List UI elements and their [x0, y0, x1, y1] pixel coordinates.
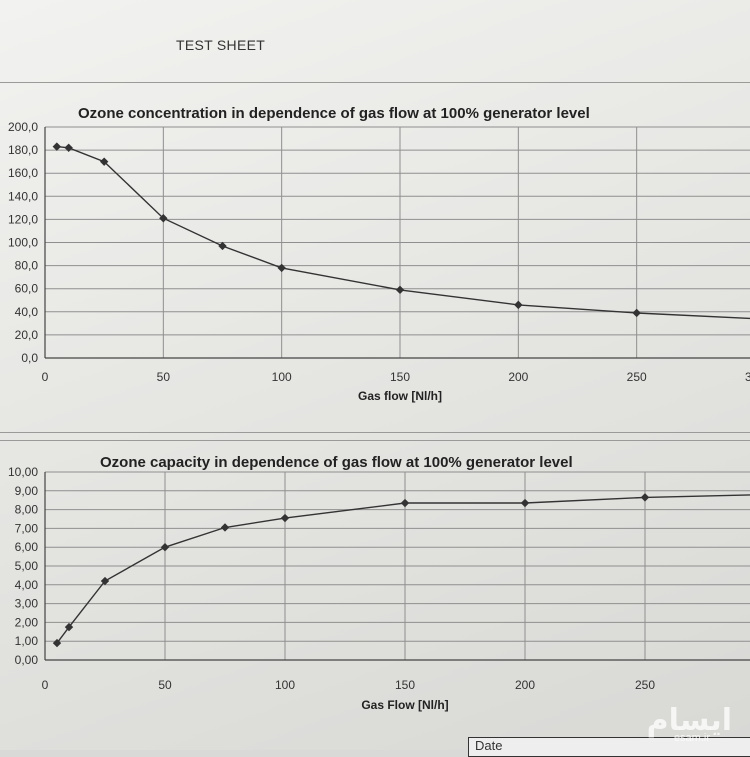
- concentration-x-tick-label: 150: [390, 370, 410, 384]
- concentration-data-point: [52, 142, 62, 151]
- concentration-y-tick-label: 0,0: [21, 351, 38, 365]
- concentration-series-line: [56, 145, 750, 320]
- concentration-y-tick-label: 40,0: [15, 305, 39, 319]
- concentration-y-tick-label: 160,0: [8, 166, 38, 180]
- capacity-x-tick-label: 100: [275, 678, 295, 692]
- concentration-y-tick-label: 80,0: [15, 259, 39, 273]
- capacity-series-line: [56, 494, 750, 644]
- capacity-y-tick-label: 6,00: [15, 540, 39, 554]
- capacity-x-tick-label: 200: [515, 678, 535, 692]
- capacity-y-tick-label: 5,00: [15, 559, 39, 573]
- capacity-data-point: [640, 493, 650, 502]
- capacity-y-tick-label: 3,00: [15, 597, 39, 611]
- capacity-y-tick-label: 7,00: [15, 521, 39, 535]
- concentration-data-point: [514, 300, 523, 310]
- capacity-data-point: [64, 622, 74, 632]
- concentration-x-tick-label: 0: [42, 370, 49, 384]
- concentration-y-tick-label: 180,0: [8, 143, 38, 157]
- capacity-y-tick-label: 4,00: [15, 578, 39, 592]
- concentration-y-tick-label: 140,0: [8, 189, 38, 203]
- concentration-x-tick-label: 100: [272, 370, 292, 384]
- divider-middle: [0, 432, 750, 433]
- concentration-x-tick-label: 200: [508, 370, 528, 384]
- capacity-x-tick-label: 150: [395, 678, 415, 692]
- capacity-data-point: [280, 513, 290, 523]
- capacity-y-tick-label: 8,00: [15, 503, 39, 517]
- capacity-y-tick-label: 2,00: [15, 615, 39, 629]
- watermark-url: esam.ir: [673, 732, 710, 744]
- concentration-x-tick-label: 50: [157, 370, 171, 384]
- concentration-data-point: [159, 214, 168, 223]
- concentration-x-tick-label: 300: [745, 370, 750, 384]
- concentration-x-axis-label: Gas flow [Nl/h]: [358, 389, 442, 403]
- concentration-data-point: [277, 263, 286, 273]
- capacity-data-point: [220, 523, 230, 532]
- capacity-x-tick-label: 250: [635, 678, 655, 692]
- date-label: Date: [475, 738, 503, 753]
- concentration-data-point: [218, 241, 227, 251]
- capacity-data-point: [100, 576, 110, 586]
- capacity-x-tick-label: 0: [42, 678, 49, 692]
- divider-middle-2: [0, 440, 750, 441]
- capacity-data-point: [160, 543, 170, 552]
- concentration-y-tick-label: 120,0: [8, 212, 38, 226]
- capacity-data-point: [52, 638, 62, 648]
- divider-top: [0, 82, 750, 83]
- capacity-data-point: [400, 498, 410, 508]
- concentration-chart-title: Ozone concentration in dependence of gas…: [78, 105, 590, 122]
- concentration-data-point: [99, 157, 109, 166]
- concentration-y-tick-label: 100,0: [8, 236, 38, 250]
- concentration-data-point: [64, 143, 73, 152]
- capacity-y-tick-label: 10,00: [8, 465, 38, 479]
- capacity-x-tick-label: 50: [158, 678, 172, 692]
- concentration-y-tick-label: 60,0: [15, 282, 39, 296]
- capacity-data-point: [520, 498, 530, 508]
- capacity-y-tick-label: 1,00: [15, 634, 39, 648]
- capacity-y-tick-label: 9,00: [15, 484, 39, 498]
- capacity-x-axis-label: Gas Flow [Nl/h]: [361, 698, 448, 712]
- capacity-y-tick-label: 0,00: [15, 653, 39, 667]
- concentration-data-point: [632, 308, 641, 318]
- concentration-data-point: [395, 285, 405, 295]
- concentration-x-tick-label: 250: [627, 370, 647, 384]
- concentration-y-tick-label: 200,0: [8, 120, 38, 134]
- concentration-y-tick-label: 20,0: [15, 328, 39, 342]
- watermark-logo: ایسام: [646, 703, 732, 738]
- sheet-header: TEST SHEET: [176, 37, 266, 53]
- capacity-chart-title: Ozone capacity in dependence of gas flow…: [100, 454, 573, 471]
